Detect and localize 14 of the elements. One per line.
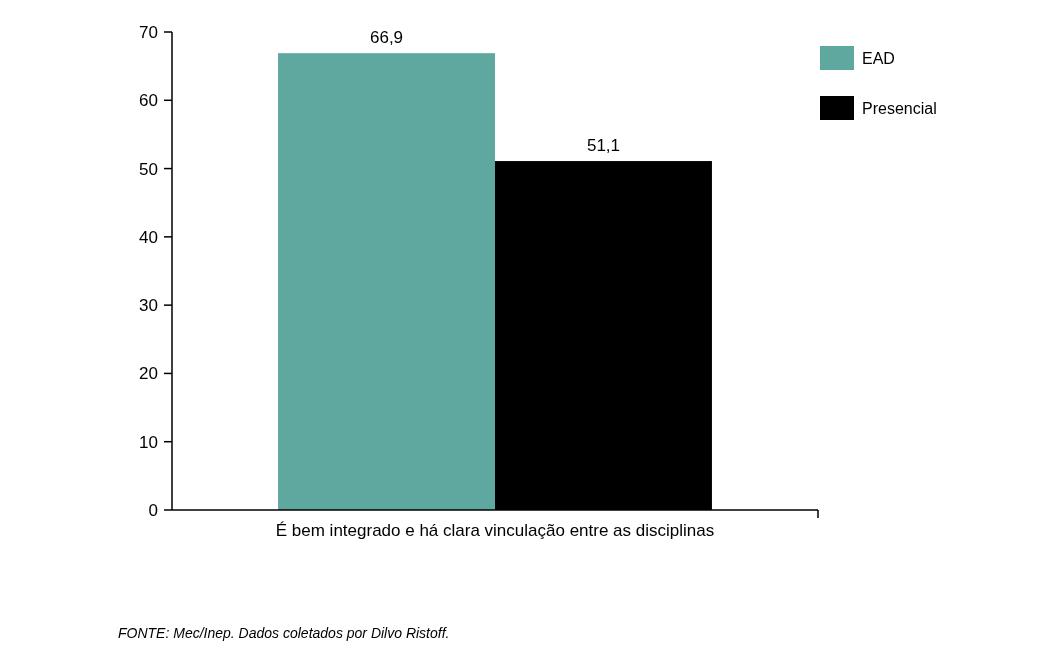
- y-tick-label: 20: [139, 364, 158, 384]
- data-label: 66,9: [369, 28, 404, 48]
- y-tick-label: 40: [139, 227, 158, 247]
- y-tick-label: 70: [139, 22, 158, 42]
- y-tick-label: 30: [139, 296, 158, 316]
- x-tick-label: É bem integrado e há clara vinculação entre as disciplinas: [275, 521, 715, 540]
- y-tick-label: 10: [139, 432, 158, 452]
- legend-label: EAD: [862, 50, 895, 67]
- source-note: FONTE: Mec/Inep. Dados coletados por Dilvo Ristoff.: [118, 625, 450, 641]
- y-tick-label: 0: [148, 500, 158, 520]
- legend-label: Presencial: [862, 100, 937, 117]
- y-tick-label: 50: [139, 159, 158, 179]
- data-label: 51,1: [586, 136, 621, 156]
- y-tick-label: 60: [139, 91, 158, 111]
